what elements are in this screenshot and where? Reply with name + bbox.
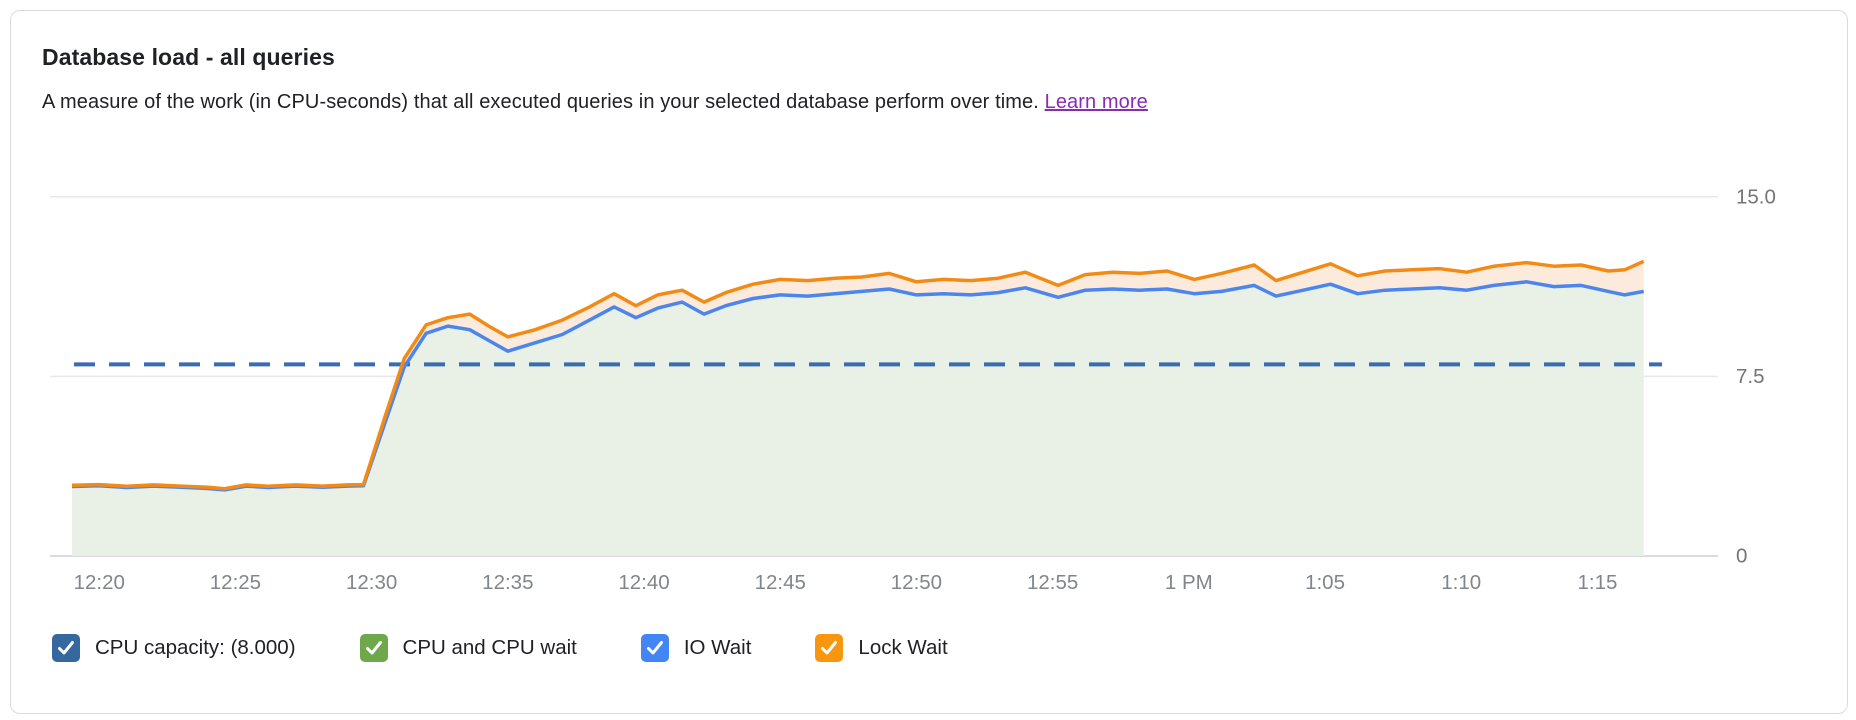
- x-axis-tick-label: 12:55: [1027, 571, 1078, 594]
- legend-item-cpu-and-cpu-wait[interactable]: CPU and CPU wait: [359, 634, 577, 662]
- x-axis-tick-label: 12:35: [482, 571, 533, 594]
- chart-description: A measure of the work (in CPU-seconds) t…: [42, 91, 1148, 114]
- cpu-wait-area-fill: [72, 281, 1644, 556]
- x-axis-tick-label: 12:45: [755, 571, 806, 594]
- legend-label-cpu-and-cpu-wait: CPU and CPU wait: [402, 636, 577, 659]
- lock-wait-band-fill: [72, 261, 1644, 490]
- learn-more-link[interactable]: Learn more: [1044, 91, 1148, 113]
- checkmark-icon: [821, 641, 838, 655]
- y-axis-tick-label: 0: [1736, 545, 1747, 568]
- page-title: Database load - all queries: [42, 44, 335, 70]
- x-axis-tick-label: 12:20: [74, 571, 125, 594]
- x-axis-tick-label: 12:50: [891, 571, 942, 594]
- checkmark-icon: [365, 641, 382, 655]
- legend-checkbox-cpu-capacity[interactable]: [52, 634, 80, 662]
- x-axis-tick-label: 1:05: [1305, 571, 1345, 594]
- legend-item-lock-wait[interactable]: Lock Wait: [815, 634, 948, 662]
- chart-legend: CPU capacity: (8.000) CPU and CPU wait IO …: [52, 634, 948, 662]
- legend-label-cpu-capacity: CPU capacity: (8.000): [95, 636, 296, 659]
- x-axis-tick-label: 12:40: [618, 571, 669, 594]
- x-axis-tick-label: 1 PM: [1165, 571, 1213, 594]
- x-axis-tick-label: 1:15: [1577, 571, 1617, 594]
- legend-checkbox-lock-wait[interactable]: [815, 634, 844, 662]
- legend-checkbox-cpu-and-cpu-wait[interactable]: [359, 634, 388, 662]
- y-axis-tick-label: 15.0: [1736, 185, 1776, 208]
- x-axis-tick-label: 1:10: [1441, 571, 1481, 594]
- chart-description-text: A measure of the work (in CPU-seconds) t…: [42, 91, 1039, 113]
- lock-wait-line: [71, 259, 1645, 491]
- y-axis-tick-label: 7.5: [1736, 365, 1765, 388]
- legend-checkbox-io-wait[interactable]: [640, 634, 669, 662]
- checkmark-icon: [646, 641, 663, 655]
- legend-label-io-wait: IO Wait: [683, 636, 752, 659]
- x-axis-tick-label: 12:25: [210, 571, 261, 594]
- legend-item-cpu-capacity[interactable]: CPU capacity: (8.000): [52, 634, 296, 662]
- legend-label-lock-wait: Lock Wait: [858, 636, 948, 659]
- checkmark-icon: [58, 641, 74, 655]
- x-axis-tick-label: 12:30: [346, 571, 397, 594]
- legend-item-io-wait[interactable]: IO Wait: [640, 634, 752, 662]
